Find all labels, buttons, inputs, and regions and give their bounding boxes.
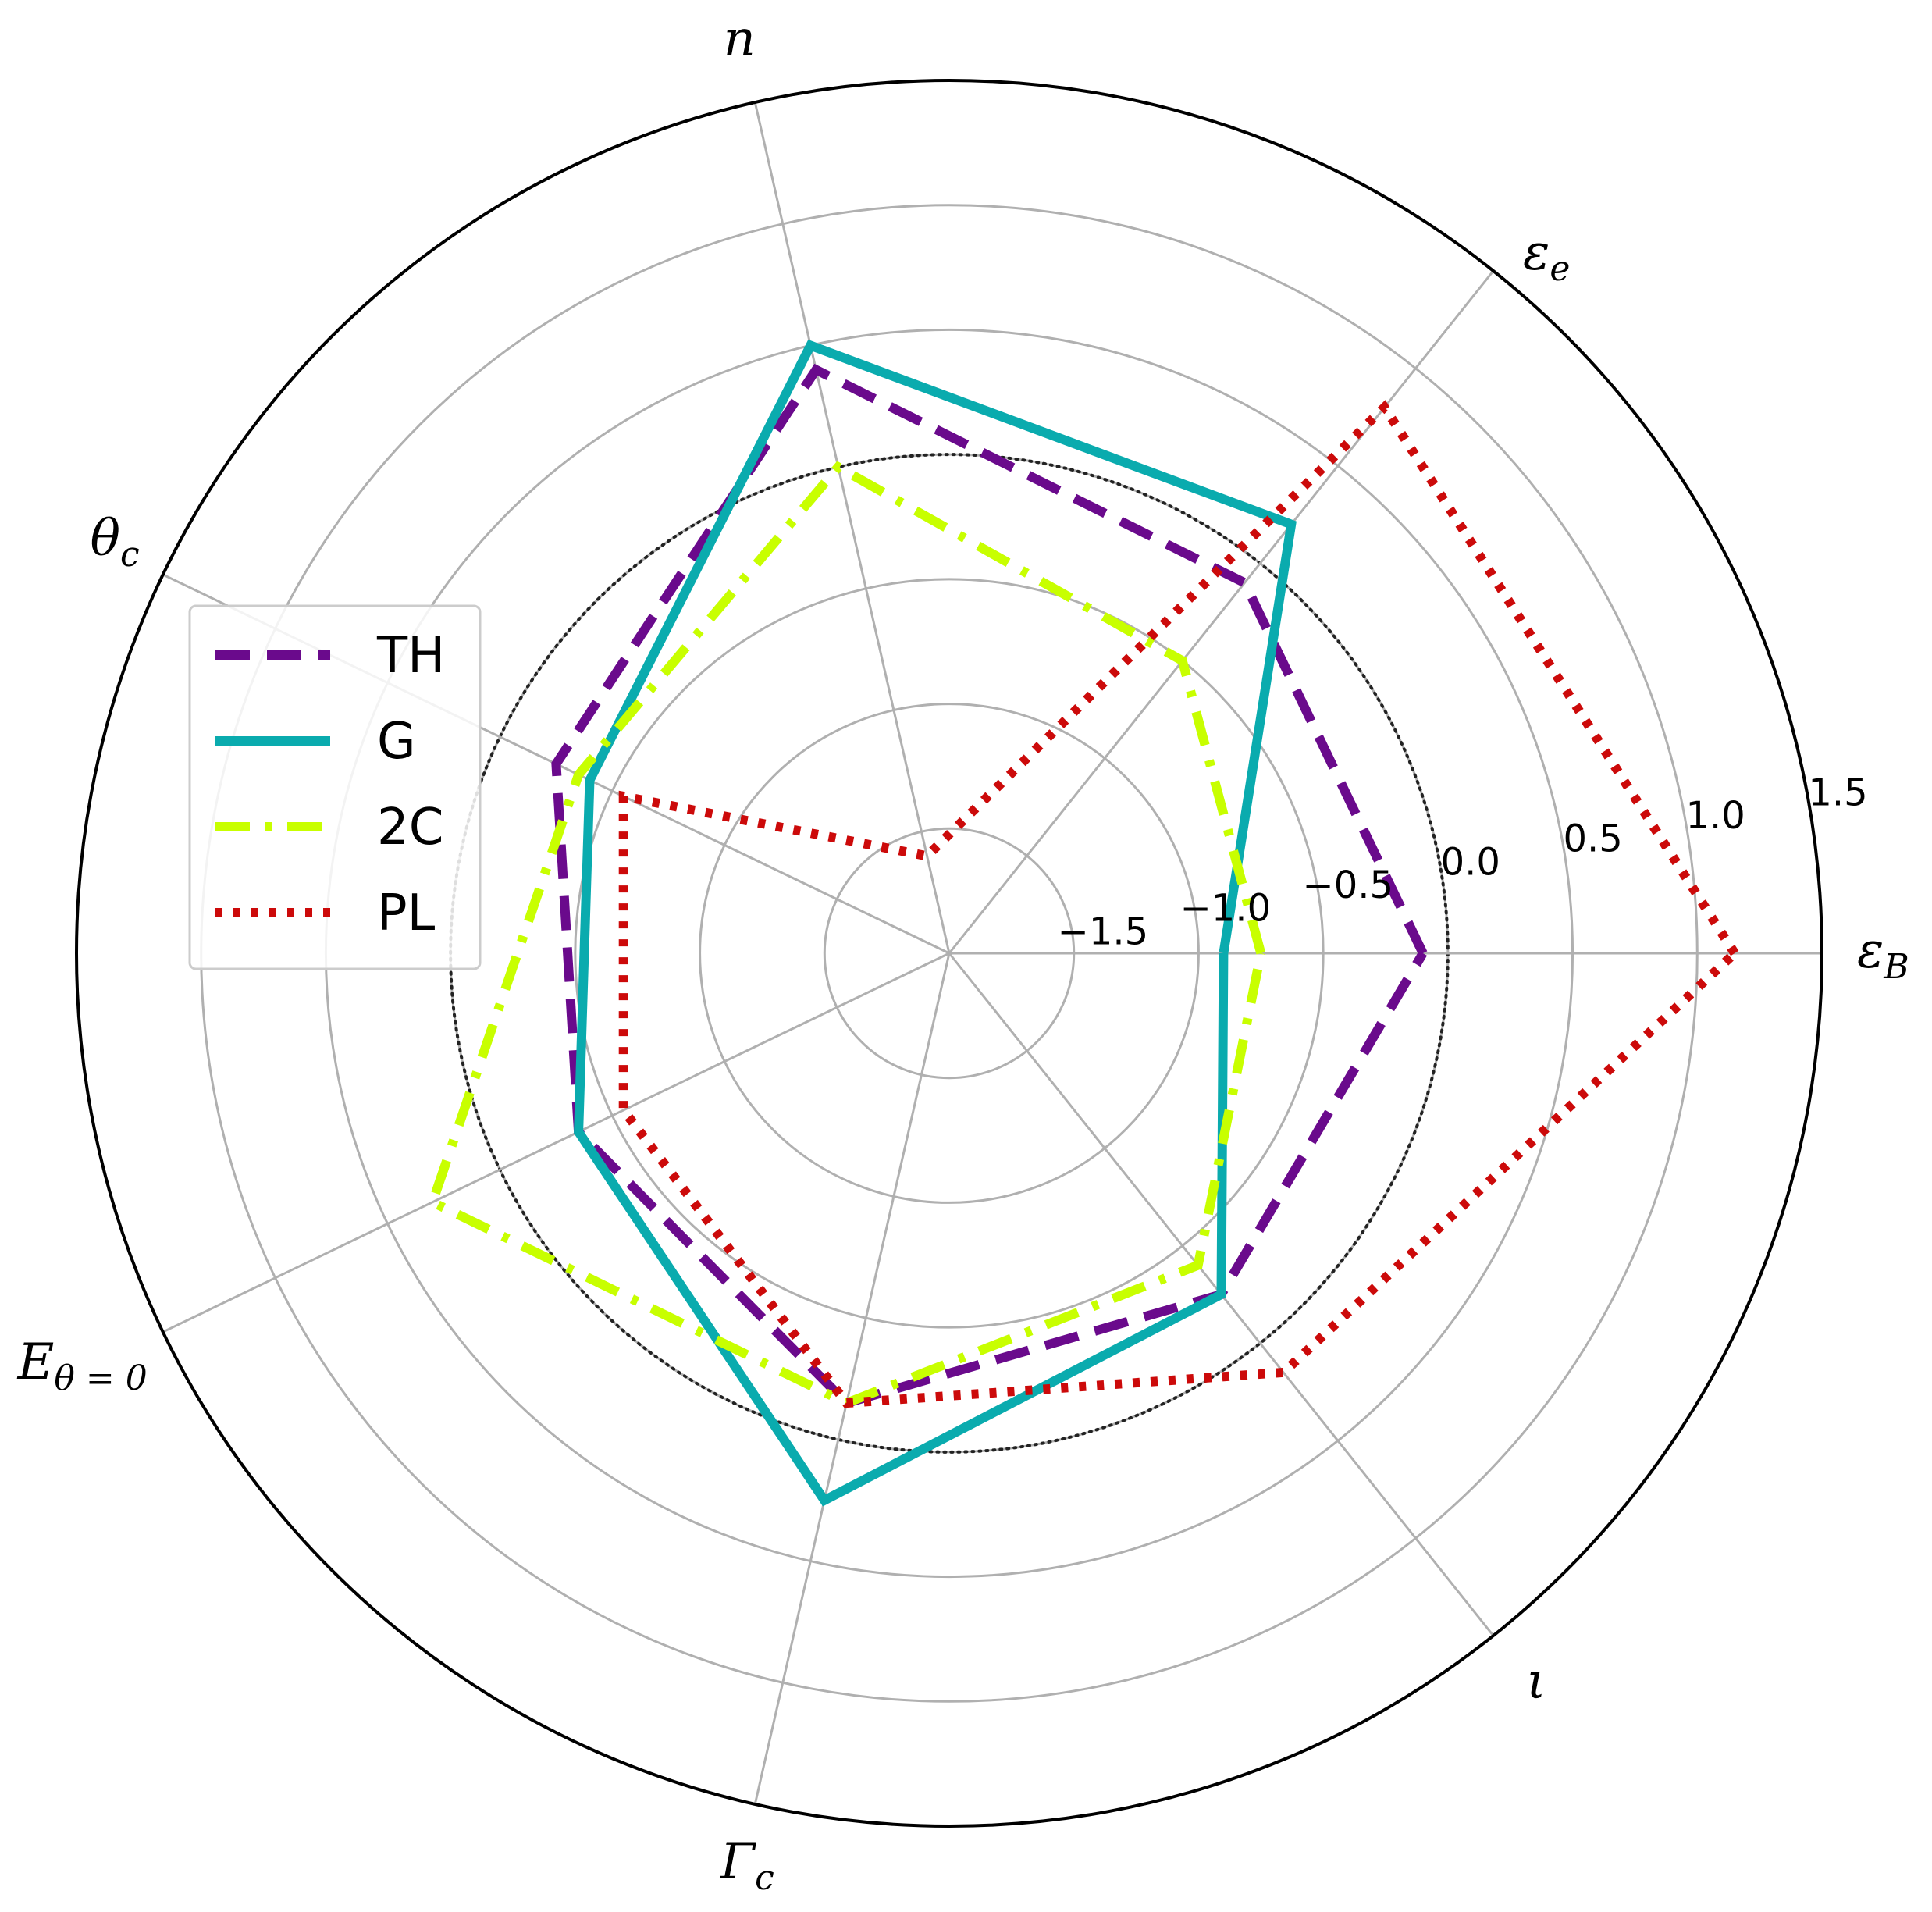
legend-box <box>188 604 482 970</box>
axis-spoke <box>753 101 951 954</box>
axis-label-theta_c: θc <box>91 510 140 575</box>
radial-tick-label: 0.5 <box>1564 817 1623 861</box>
axis-spoke <box>948 269 1495 954</box>
series-layer <box>426 340 1739 1507</box>
legend-label-2c: 2C <box>377 799 443 856</box>
axis-label-iota: ι <box>1527 1653 1546 1711</box>
axis-label-eps_B: εB <box>1857 922 1909 987</box>
outer-boundary <box>75 79 1823 1828</box>
axis-spoke <box>753 952 951 1805</box>
series-line-pl <box>618 400 1739 1408</box>
axis-label-E_theta0: Eθ = 0 <box>17 1333 148 1398</box>
legend: TH G 2C PL <box>188 604 482 970</box>
radial-tick-label: −1.5 <box>1058 910 1149 953</box>
radial-tick-label: −0.5 <box>1303 863 1394 907</box>
radial-tick-label: −1.0 <box>1180 887 1272 931</box>
axis-label-eps_e: εe <box>1523 224 1570 289</box>
legend-label-pl: PL <box>377 885 436 942</box>
legend-label-g: G <box>377 713 416 771</box>
radial-tick-label: 1.5 <box>1808 771 1867 814</box>
axis-label-n: n <box>724 10 756 68</box>
series-line-th <box>551 363 1428 1408</box>
axis-label-Gamma_c: Γc <box>720 1833 774 1898</box>
series-line-2c <box>426 461 1266 1408</box>
axis-spoke <box>162 952 950 1333</box>
radial-tick-label: 1.0 <box>1685 794 1745 838</box>
series-line-g <box>574 340 1297 1507</box>
legend-label-th: TH <box>376 627 445 685</box>
radial-tick-label: 0.0 <box>1441 840 1500 884</box>
label-layer: εB εe n θc Eθ = 0 Γc ι −1.5 −1.0 −0.5 0.0 0.5 1.0 1.5 <box>17 10 1909 1898</box>
